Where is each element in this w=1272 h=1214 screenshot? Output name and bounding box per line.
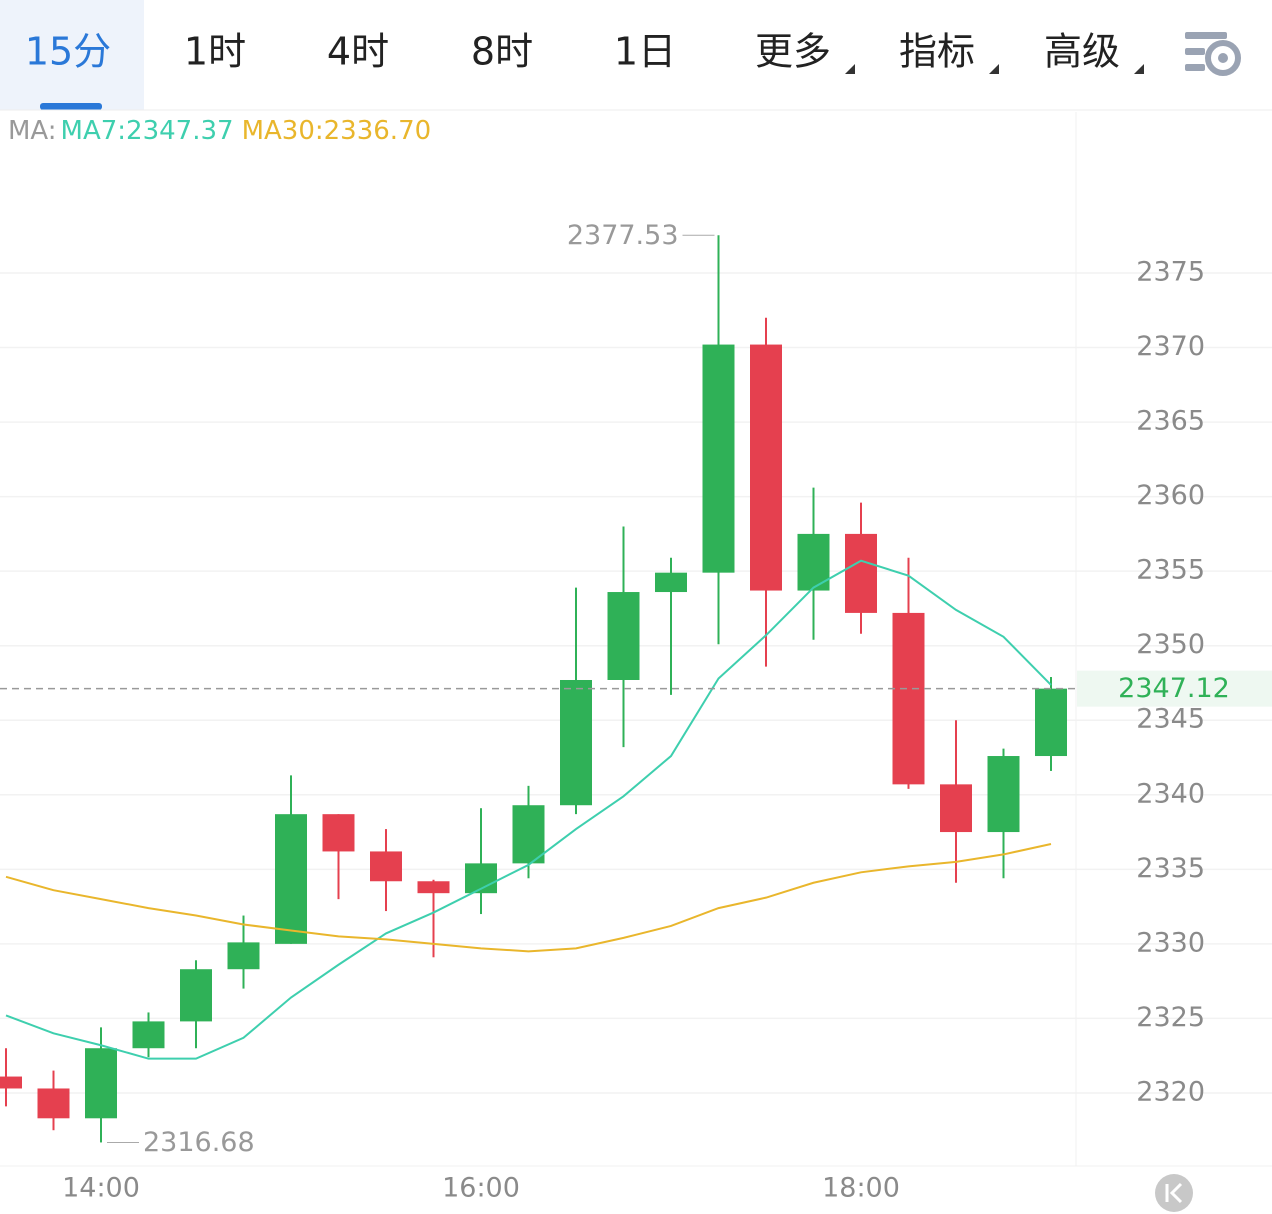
candle-body [322, 814, 355, 852]
tab[interactable]: 1日 [614, 30, 676, 74]
candle-body [750, 344, 782, 591]
candle-body [892, 612, 925, 785]
legend-entry: MA7:2347.37 [61, 116, 234, 146]
candle-body [607, 592, 640, 680]
settings-icon[interactable] [1185, 32, 1241, 76]
legend-entry: MA30:2336.70 [242, 116, 432, 146]
y-tick-label: 2370 [1136, 331, 1205, 362]
y-tick-label: 2335 [1136, 853, 1205, 884]
tab[interactable]: 高级 [1044, 30, 1120, 74]
min-label: 2316.68 [143, 1127, 255, 1158]
y-tick-label: 2330 [1136, 927, 1205, 958]
y-tick-label: 2360 [1136, 480, 1205, 511]
x-tick-label: 18:00 [822, 1173, 900, 1204]
candle-body [987, 756, 1020, 833]
candle-body [702, 344, 735, 573]
candle-body [940, 784, 972, 833]
candle-body [37, 1088, 70, 1119]
candle-body [417, 881, 450, 894]
y-tick-label: 2320 [1136, 1076, 1205, 1107]
current-price-bg [1077, 670, 1272, 707]
y-tick-label: 2345 [1136, 704, 1205, 735]
candle-body [845, 533, 877, 613]
y-tick-label: 2365 [1136, 406, 1205, 437]
x-tick-label: 14:00 [62, 1173, 140, 1204]
ma-line [5, 843, 1052, 953]
current-price-label: 2347.12 [1118, 673, 1230, 704]
candle-body [0, 1076, 22, 1089]
candle-body [512, 805, 545, 864]
tab[interactable]: 8时 [471, 30, 533, 74]
dropdown-arrow [989, 64, 999, 74]
candle-body [275, 814, 307, 944]
dropdown-arrow [845, 64, 855, 74]
ma-line [5, 559, 1052, 1060]
tab[interactable]: 更多 [755, 30, 831, 74]
active-tab-indicator [40, 103, 102, 110]
y-tick-label: 2325 [1136, 1002, 1205, 1033]
candle-body [85, 1048, 117, 1119]
candle-body [370, 851, 402, 882]
y-tick-label: 2340 [1136, 778, 1205, 809]
tab[interactable]: 4时 [327, 30, 389, 74]
x-tick-label: 16:00 [442, 1173, 520, 1204]
y-tick-label: 2350 [1136, 629, 1205, 660]
tab[interactable]: 1时 [184, 30, 246, 74]
y-tick-label: 2355 [1136, 555, 1205, 586]
candle-body [1035, 688, 1067, 757]
tab[interactable]: 15分 [25, 30, 111, 74]
reset-button[interactable] [1155, 1174, 1193, 1212]
candle-body [132, 1021, 165, 1049]
candle-body [560, 679, 592, 806]
y-tick-label: 2375 [1136, 257, 1205, 288]
dropdown-arrow [1134, 64, 1144, 74]
candle-body [180, 969, 212, 1022]
legend-prefix: MA: [8, 116, 57, 146]
legend: MA: MA7:2347.37 MA30:2336.70 [8, 116, 431, 146]
active-tab-bg [0, 0, 144, 110]
max-label: 2377.53 [567, 220, 679, 251]
candle-body [655, 572, 687, 593]
candle-body [227, 942, 260, 970]
tab[interactable]: 指标 [899, 30, 975, 74]
